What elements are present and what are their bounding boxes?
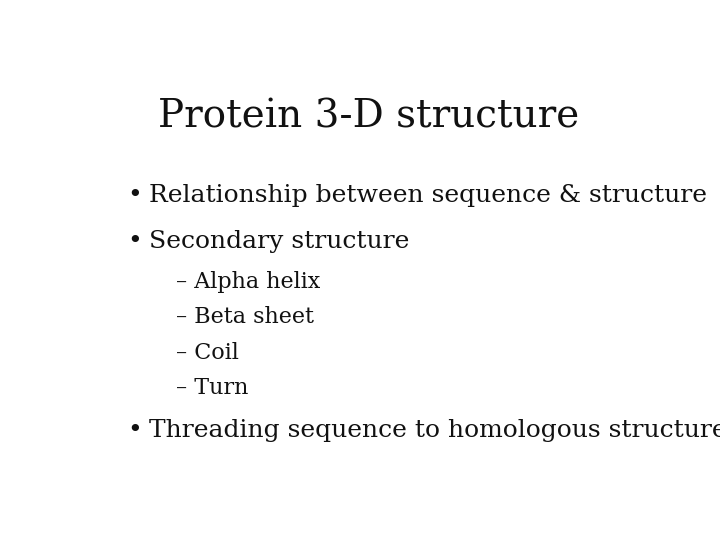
Text: Protein 3-D structure: Protein 3-D structure (158, 98, 580, 136)
Text: – Turn: – Turn (176, 377, 249, 399)
Text: Threading sequence to homologous structure: Threading sequence to homologous structu… (148, 419, 720, 442)
Text: •: • (127, 230, 142, 253)
Text: – Coil: – Coil (176, 341, 239, 363)
Text: – Alpha helix: – Alpha helix (176, 271, 320, 293)
Text: •: • (127, 419, 142, 442)
Text: – Beta sheet: – Beta sheet (176, 306, 315, 328)
Text: Secondary structure: Secondary structure (148, 230, 409, 253)
Text: Relationship between sequence & structure: Relationship between sequence & structur… (148, 184, 706, 207)
Text: •: • (127, 184, 142, 207)
